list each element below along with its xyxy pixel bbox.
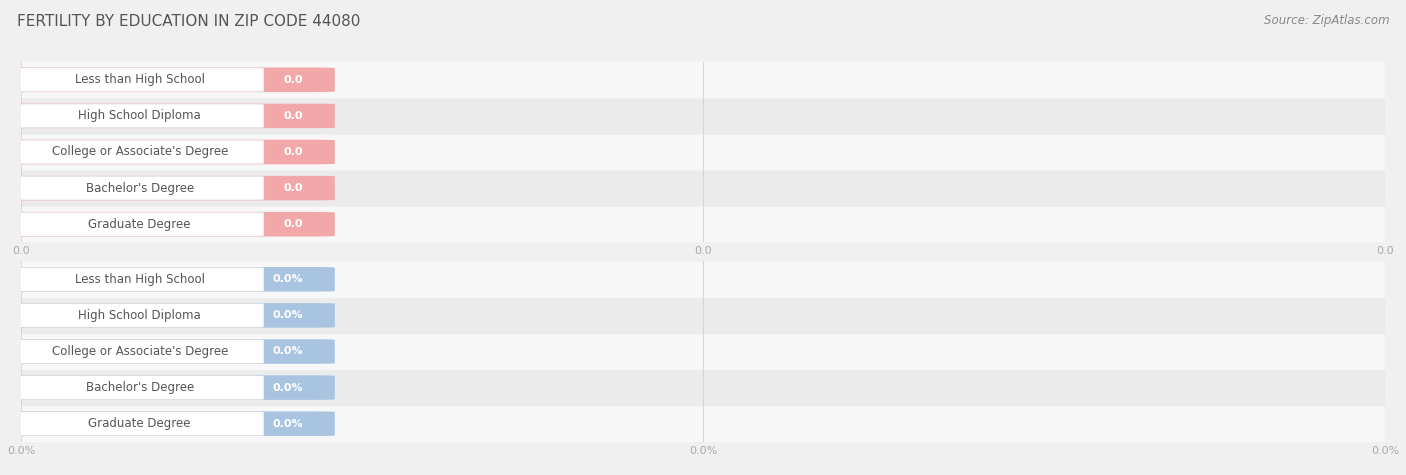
Text: Graduate Degree: Graduate Degree [89, 218, 191, 231]
Text: Less than High School: Less than High School [75, 273, 205, 286]
FancyBboxPatch shape [15, 376, 264, 399]
Bar [21, 171, 1385, 205]
Text: 0.0%: 0.0% [273, 310, 304, 321]
Text: Bachelor's Degree: Bachelor's Degree [86, 181, 194, 195]
Bar [21, 262, 1385, 296]
FancyBboxPatch shape [15, 267, 264, 291]
Text: 0.0%: 0.0% [273, 346, 304, 357]
FancyBboxPatch shape [15, 212, 264, 236]
FancyBboxPatch shape [3, 212, 335, 237]
Bar [21, 407, 1385, 441]
Text: College or Associate's Degree: College or Associate's Degree [52, 345, 228, 358]
FancyBboxPatch shape [15, 340, 264, 363]
FancyBboxPatch shape [15, 412, 264, 436]
Bar [21, 298, 1385, 332]
FancyBboxPatch shape [15, 176, 264, 200]
Text: Bachelor's Degree: Bachelor's Degree [86, 381, 194, 394]
Bar [21, 135, 1385, 169]
FancyBboxPatch shape [15, 140, 264, 164]
Bar [21, 334, 1385, 369]
FancyBboxPatch shape [3, 267, 335, 292]
Text: Less than High School: Less than High School [75, 73, 205, 86]
FancyBboxPatch shape [15, 68, 264, 92]
Text: High School Diploma: High School Diploma [79, 309, 201, 322]
Bar [21, 370, 1385, 405]
Text: 0.0: 0.0 [284, 219, 304, 229]
Text: High School Diploma: High School Diploma [79, 109, 201, 123]
Text: 0.0: 0.0 [284, 183, 304, 193]
Text: 0.0%: 0.0% [273, 418, 304, 429]
Text: Source: ZipAtlas.com: Source: ZipAtlas.com [1264, 14, 1389, 27]
FancyBboxPatch shape [3, 303, 335, 328]
FancyBboxPatch shape [3, 375, 335, 400]
Text: 0.0: 0.0 [284, 75, 304, 85]
FancyBboxPatch shape [15, 104, 264, 128]
FancyBboxPatch shape [15, 304, 264, 327]
Bar [21, 99, 1385, 133]
FancyBboxPatch shape [3, 140, 335, 164]
FancyBboxPatch shape [3, 67, 335, 92]
Text: 0.0: 0.0 [284, 111, 304, 121]
Text: Graduate Degree: Graduate Degree [89, 417, 191, 430]
Text: 0.0%: 0.0% [273, 382, 304, 393]
Bar [21, 63, 1385, 97]
Text: FERTILITY BY EDUCATION IN ZIP CODE 44080: FERTILITY BY EDUCATION IN ZIP CODE 44080 [17, 14, 360, 29]
FancyBboxPatch shape [3, 104, 335, 128]
Text: 0.0%: 0.0% [273, 274, 304, 285]
Bar [21, 207, 1385, 241]
FancyBboxPatch shape [3, 411, 335, 436]
Text: College or Associate's Degree: College or Associate's Degree [52, 145, 228, 159]
FancyBboxPatch shape [3, 339, 335, 364]
Text: 0.0: 0.0 [284, 147, 304, 157]
FancyBboxPatch shape [3, 176, 335, 200]
